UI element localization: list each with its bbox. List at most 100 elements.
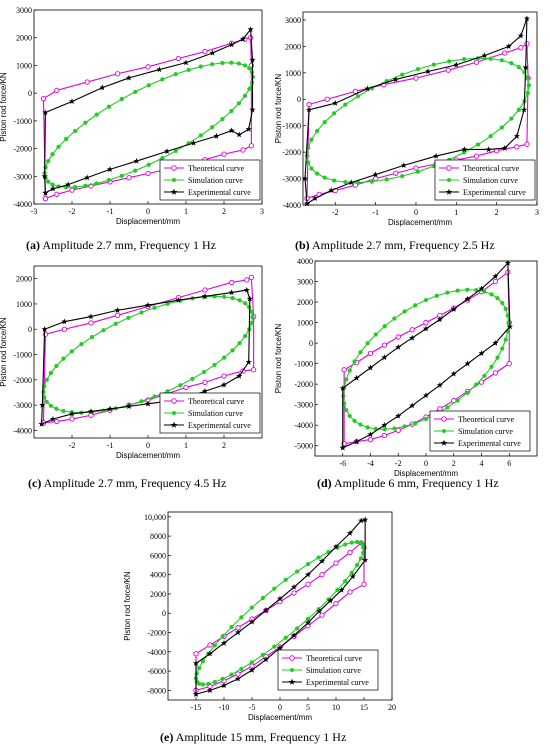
data-point-simulation [392, 426, 397, 431]
data-point-theoretical [492, 370, 499, 376]
data-point-simulation [465, 390, 470, 395]
data-point-theoretical [248, 274, 255, 281]
data-point-experimental [464, 360, 471, 367]
data-point-simulation [482, 373, 487, 378]
data-point-simulation [525, 76, 530, 81]
x-tick-label: -1 [372, 208, 379, 217]
data-point-simulation [349, 540, 354, 545]
data-point-experimental [206, 650, 214, 657]
x-tick-label: -2 [69, 207, 76, 216]
chart-svg-a: -3 -2 -1 0 1 2 3 -4000 -3000 -2000 -1000 0 1000 2000 3… [0, 6, 264, 226]
data-point-simulation [341, 393, 346, 399]
data-point-simulation [344, 408, 349, 413]
x-tick-label: 1 [184, 441, 188, 450]
legend-label-theoretical: Theoretical curve [458, 415, 515, 424]
data-point-simulation [106, 104, 112, 109]
data-point-experimental [243, 286, 250, 293]
data-point-experimental [163, 148, 171, 154]
data-point-simulation [54, 363, 59, 369]
data-point-simulation [212, 679, 217, 685]
data-point-simulation [46, 159, 51, 164]
caption-e: (e) Amplitude 15 mm, Frequency 1 Hz [160, 730, 346, 745]
data-point-experimental [213, 132, 220, 139]
data-point-simulation [260, 595, 266, 601]
legend-marker-theoretical [289, 655, 295, 661]
data-point-simulation [236, 101, 242, 106]
data-point-simulation [503, 337, 508, 342]
data-point-experimental [436, 316, 443, 323]
data-point-simulation [186, 67, 191, 73]
data-point-simulation [94, 112, 99, 117]
data-point-simulation [230, 295, 235, 301]
data-point-simulation [249, 605, 255, 610]
data-point-simulation [365, 341, 370, 346]
data-point-simulation [239, 615, 244, 620]
data-point-simulation [237, 340, 242, 346]
y-axis-label: Piston rod force/KN [274, 74, 283, 144]
data-point-simulation [249, 309, 254, 314]
data-point-theoretical [341, 367, 347, 373]
y-tick-label: -4000 [294, 421, 313, 430]
data-point-simulation [402, 424, 407, 429]
y-tick-label: -5000 [294, 442, 313, 451]
data-point-experimental [206, 687, 214, 693]
legend: Theoretical curve Simulation curve Experim… [434, 159, 536, 201]
y-tick-label: 0 [309, 339, 313, 348]
data-point-simulation [526, 83, 532, 88]
data-point-simulation [283, 635, 288, 640]
series-line-simulation [342, 289, 510, 430]
data-point-experimental [381, 422, 388, 428]
data-point-experimental [367, 431, 374, 438]
data-point-simulation [113, 321, 118, 326]
data-point-simulation [173, 72, 178, 77]
data-point-experimental [42, 109, 49, 116]
y-tick-label: 4000 [297, 257, 313, 266]
data-point-simulation [44, 377, 49, 382]
chart-svg-d: -6 -4 -2 0 2 4 6 -5000 -4000 -3000 -2000 -1000 0 1000… [274, 257, 538, 478]
y-tick-label: 1000 [16, 300, 32, 309]
data-point-simulation [146, 83, 151, 88]
data-point-simulation [488, 134, 493, 139]
data-point-simulation [344, 377, 349, 382]
x-tick-label: -15 [191, 703, 202, 712]
data-point-experimental [395, 344, 402, 350]
data-point-theoretical [221, 373, 227, 379]
data-point-experimental [478, 285, 485, 292]
data-point-simulation [314, 171, 320, 176]
y-tick-label: -2000 [147, 629, 166, 638]
data-point-experimental [125, 403, 133, 409]
data-point-simulation [343, 578, 348, 584]
data-point-experimental [220, 381, 228, 388]
y-tick-label: 2000 [150, 590, 166, 599]
data-point-simulation [48, 403, 53, 408]
data-point-experimental [464, 295, 471, 302]
data-point-simulation [243, 333, 248, 339]
data-point-experimental [400, 162, 407, 168]
legend-marker-experimental [170, 421, 178, 428]
data-point-simulation [489, 364, 494, 369]
data-point-simulation [200, 682, 206, 687]
data-point-simulation [198, 133, 203, 138]
data-point-experimental [41, 326, 48, 332]
data-point-simulation [423, 416, 429, 422]
data-point-simulation [305, 561, 311, 567]
legend-label-experimental: Experimental curve [306, 678, 369, 687]
data-point-simulation [56, 144, 61, 149]
data-point-simulation [50, 152, 55, 157]
data-point-experimental [492, 339, 499, 346]
data-point-simulation [190, 376, 195, 381]
data-point-theoretical [221, 151, 227, 157]
data-point-theoretical [473, 59, 480, 65]
data-point-theoretical [324, 96, 330, 102]
data-point-experimental [248, 666, 256, 673]
data-point-simulation [499, 125, 504, 130]
data-point-simulation [61, 356, 66, 361]
data-point-simulation [209, 62, 215, 67]
data-point-theoretical [54, 191, 60, 197]
y-tick-label: -1000 [294, 360, 313, 369]
data-point-theoretical [193, 651, 199, 657]
data-point-simulation [354, 539, 360, 545]
data-point-experimental [461, 146, 468, 153]
data-point-experimental [436, 381, 443, 388]
data-point-theoretical [88, 320, 94, 326]
